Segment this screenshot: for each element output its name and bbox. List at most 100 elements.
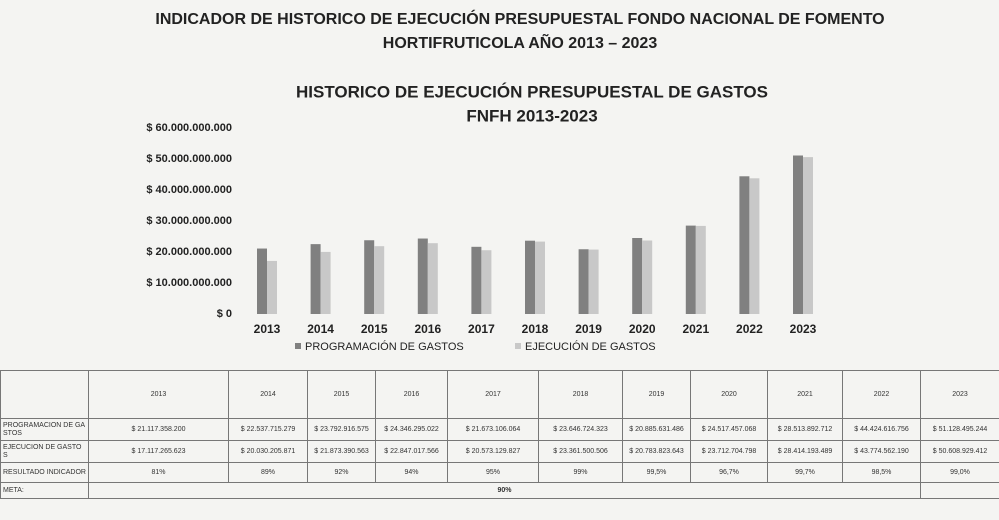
bar (803, 157, 813, 314)
table-cell: EJECUCION DE GASTOS (0, 440, 89, 463)
bar (257, 248, 267, 314)
table-cell: $ 23.712.704.798 (690, 440, 768, 463)
x-tick-label: 2015 (361, 322, 388, 336)
table-cell: 92% (307, 462, 376, 483)
bar (267, 260, 277, 314)
x-tick-label: 2019 (575, 322, 602, 336)
table-cell: $ 20.783.823.643 (622, 440, 691, 463)
table-cell: 2020 (690, 370, 768, 419)
bar (588, 249, 599, 314)
data-table: 2013 2014 2015 2016 2017 2018 2019 2020 2021 2022… (0, 370, 999, 499)
table-cell: 2018 (538, 370, 623, 419)
table-cell: $ 44.424.616.756 (842, 418, 921, 441)
table-cell: $ 50.608.929.412 (920, 440, 999, 463)
y-tick-label: $ 40.000.000.000 (146, 184, 232, 196)
bar (739, 176, 750, 314)
y-tick-label: $ 20.000.000.000 (146, 246, 232, 258)
y-tick-label: $ 30.000.000.000 (146, 215, 232, 227)
bar (481, 250, 492, 314)
table-cell: $ 24.517.457.068 (690, 418, 768, 441)
bar (578, 249, 589, 314)
table-cell: 98,5% (842, 462, 921, 483)
bar (749, 178, 760, 314)
bar (427, 243, 438, 314)
bar (642, 240, 653, 314)
bar (685, 225, 696, 314)
x-tick-label: 2013 (254, 322, 281, 336)
table-cell: 2016 (375, 370, 448, 419)
table-cell: $ 43.774.562.190 (842, 440, 921, 463)
bar (695, 225, 706, 314)
y-tick-label: $ 50.000.000.000 (146, 153, 232, 165)
x-tick-label: 2016 (414, 322, 441, 336)
table-cell: 94% (375, 462, 448, 483)
table-cell: 2013 (88, 370, 229, 419)
table-cell: 2014 (228, 370, 308, 419)
table-cell: $ 17.117.265.623 (88, 440, 229, 463)
x-tick-label: 2018 (522, 322, 549, 336)
x-tick-label: 2021 (682, 322, 709, 336)
table-cell: $ 23.646.724.323 (538, 418, 623, 441)
table-cell: 2015 (307, 370, 376, 419)
table-cell: $ 20.573.129.827 (447, 440, 539, 463)
legend-label: PROGRAMACIÓN DE GASTOS (305, 340, 464, 353)
table-cell: 2017 (447, 370, 539, 419)
table-cell: 90% (88, 482, 921, 499)
table-cell: 2021 (767, 370, 843, 419)
legend-label: EJECUCIÓN DE GASTOS (525, 340, 656, 353)
table-cell: $ 23.792.916.575 (307, 418, 376, 441)
table-cell: META: (0, 482, 89, 499)
table-cell (0, 370, 89, 419)
table-cell: 99% (538, 462, 623, 483)
table-cell: 99,7% (767, 462, 843, 483)
page-title: INDICADOR DE HISTORICO DE EJECUCIÓN PRES… (155, 9, 884, 28)
chart-title: HISTORICO DE EJECUCIÓN PRESUPUESTAL DE G… (296, 82, 768, 101)
legend-swatch (515, 343, 521, 349)
x-tick-label: 2023 (790, 322, 817, 336)
table-cell: $ 21.673.106.064 (447, 418, 539, 441)
table-cell: 96,7% (690, 462, 768, 483)
table-cell: $ 21.873.390.563 (307, 440, 376, 463)
table-cell: 99,0% (920, 462, 999, 483)
bar (310, 244, 321, 314)
table-cell: $ 22.537.715.279 (228, 418, 308, 441)
table-cell: 2023 (920, 370, 999, 419)
table-cell: 99,5% (622, 462, 691, 483)
chart-title: FNFH 2013-2023 (466, 106, 597, 125)
x-tick-label: 2017 (468, 322, 495, 336)
table-cell (920, 482, 999, 499)
table-cell: RESULTADO INDICADOR (0, 462, 89, 483)
bar (374, 246, 385, 314)
table-cell: $ 24.346.295.022 (375, 418, 448, 441)
table-cell: $ 51.128.495.244 (920, 418, 999, 441)
bar (793, 155, 803, 314)
bar (471, 246, 482, 314)
bar (535, 241, 545, 314)
y-tick-label: $ 10.000.000.000 (146, 277, 232, 289)
bar (364, 240, 375, 314)
table-cell: $ 23.361.500.506 (538, 440, 623, 463)
legend-swatch (295, 343, 301, 349)
table-cell: 2022 (842, 370, 921, 419)
table-row: PROGRAMACION DE GASTOS $ 21.117.358.200 $ … (0, 418, 999, 441)
table-cell: $ 28.414.193.489 (767, 440, 843, 463)
table-cell: $ 20.030.205.871 (228, 440, 308, 463)
chart: INDICADOR DE HISTORICO DE EJECUCIÓN PRES… (146, 9, 884, 353)
table-cell: $ 28.513.892.712 (767, 418, 843, 441)
table-cell: 89% (228, 462, 308, 483)
table-row: 2013 2014 2015 2016 2017 2018 2019 2020 2021 2022… (0, 370, 999, 419)
table-row: EJECUCION DE GASTOS $ 17.117.265.623 $ 20.… (0, 440, 999, 463)
y-tick-label: $ 60.000.000.000 (146, 122, 232, 134)
bar (320, 251, 331, 314)
bar (632, 237, 643, 314)
table-cell: 95% (447, 462, 539, 483)
x-tick-label: 2020 (629, 322, 656, 336)
page-title: HORTIFRUTICOLA AÑO 2013 – 2023 (383, 32, 658, 52)
table-row: RESULTADO INDICADOR 81% 89% 92% 94% 95% 99% 99,… (0, 462, 999, 483)
table-row: META: 90% (0, 482, 999, 499)
table-cell: 2019 (622, 370, 691, 419)
x-tick-label: 2022 (736, 322, 763, 336)
bar (525, 240, 535, 314)
table-cell: PROGRAMACION DE GASTOS (0, 418, 89, 441)
